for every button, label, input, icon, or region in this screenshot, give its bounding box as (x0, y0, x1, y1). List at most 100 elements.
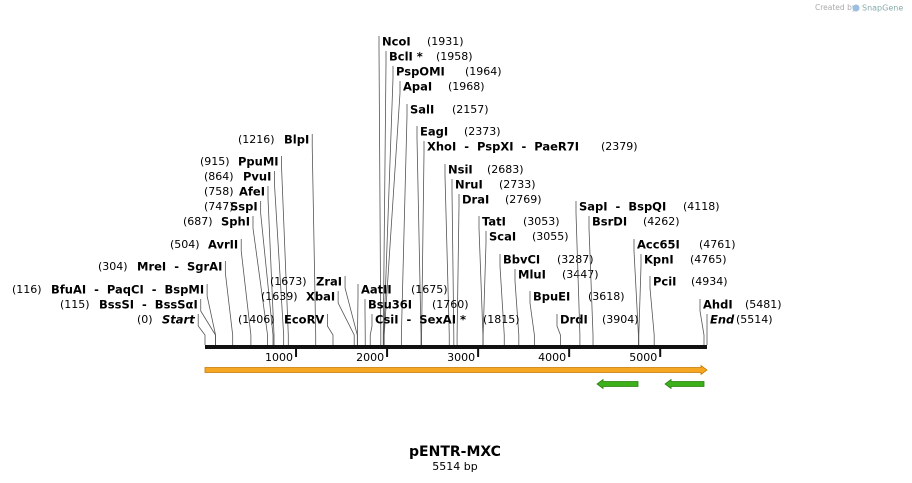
site-position: (2733) (499, 178, 536, 191)
site-position: (1815) (483, 313, 520, 326)
site-leader (556, 314, 561, 345)
site-leader (499, 254, 505, 345)
site-leader (267, 186, 275, 345)
site-leader (638, 254, 642, 345)
ruler-tick-label: 5000 (629, 351, 657, 364)
site-name: NruI (455, 178, 483, 192)
site-leader (357, 284, 359, 345)
site-name: AfeI (239, 185, 265, 199)
site-name: BclI * (389, 50, 423, 64)
site-leader (281, 156, 289, 345)
site-leader (482, 231, 487, 345)
site-position: (2373) (464, 125, 501, 138)
site-position: (0) (137, 313, 153, 326)
site-position: (3618) (588, 290, 625, 303)
site-position: (4934) (691, 275, 728, 288)
site-leader (337, 291, 355, 345)
site-position: (4118) (683, 200, 720, 213)
site-name: PvuI (243, 170, 271, 184)
credit-brand: SnapGene (862, 4, 903, 13)
site-position: (2157) (452, 103, 489, 116)
site-leader (514, 269, 520, 345)
site-position: (864) (204, 170, 234, 183)
site-leader (382, 51, 387, 345)
site-name: BssSI - BssSαI (99, 298, 198, 312)
site-leader (456, 194, 460, 345)
site-name: AvrII (208, 238, 238, 252)
site-name: BbvCI (503, 253, 540, 267)
site-name: TatI (482, 215, 506, 229)
site-position: (2683) (487, 163, 524, 176)
site-position: (2379) (601, 140, 638, 153)
site-position: (1675) (411, 283, 448, 296)
site-name: Start (162, 313, 195, 327)
site-name: NsiI (448, 163, 473, 177)
site-name: End (710, 313, 735, 327)
site-leader (529, 291, 535, 345)
site-position: (1964) (465, 65, 502, 78)
site-name: KpnI (644, 253, 674, 267)
ruler-tick-label: 3000 (447, 351, 475, 364)
site-position: (4262) (643, 215, 680, 228)
site-name: EagI (420, 125, 448, 139)
site-position: (504) (170, 238, 200, 251)
site-name: SalI (410, 103, 434, 117)
site-name: BpuEI (533, 290, 570, 304)
site-name: MluI (518, 268, 546, 282)
site-name: AatII (361, 283, 392, 297)
site-leader (344, 276, 358, 345)
site-leader (273, 171, 285, 345)
feature-arrow (204, 364, 708, 376)
site-leader (206, 284, 216, 345)
site-position: (3055) (532, 230, 569, 243)
ruler-bar (205, 345, 707, 349)
ruler-tick-label: 1000 (265, 351, 293, 364)
map-title: pENTR-MXC (409, 444, 501, 460)
site-position: (115) (60, 298, 90, 311)
site-name: XbaI (306, 290, 335, 304)
site-position: (1931) (427, 35, 464, 48)
site-name: EcoRV (284, 313, 324, 327)
site-leader (588, 216, 594, 345)
site-leader (224, 261, 234, 345)
ruler-tick-label: 2000 (356, 351, 384, 364)
site-name: PpuMI (238, 155, 279, 169)
site-position: (758) (204, 185, 234, 198)
site-leader (369, 314, 373, 345)
site-position: (4761) (699, 238, 736, 251)
site-leader (633, 239, 639, 345)
site-leader (649, 276, 655, 345)
site-name: SspI (230, 200, 258, 214)
site-name: DraI (462, 193, 489, 207)
site-leader (383, 81, 401, 345)
site-name: ApaI (403, 80, 432, 94)
site-leader (240, 239, 252, 345)
site-position: (2769) (505, 193, 542, 206)
site-leader (444, 164, 450, 345)
credit-prefix: Created by (815, 3, 857, 12)
site-name: DrdI (560, 313, 588, 327)
site-position: (5514) (736, 313, 773, 326)
site-name: BfuAI - PaqCI - BspMI (51, 283, 204, 297)
site-name: ScaI (489, 230, 516, 244)
site-position: (687) (183, 215, 213, 228)
site-name: BsrDI (592, 215, 627, 229)
site-name: ZraI (316, 275, 342, 289)
map-length: 5514 bp (432, 460, 477, 473)
site-position: (915) (200, 155, 230, 168)
site-name: Bsu36I (368, 298, 412, 312)
site-position: (1406) (238, 313, 275, 326)
feature-arrow (596, 378, 639, 390)
site-leader (575, 201, 581, 345)
site-leader (197, 314, 206, 345)
site-name: NcoI (382, 35, 411, 49)
site-leader (421, 141, 425, 345)
site-name: Acc65I (637, 238, 680, 252)
site-name: PciI (653, 275, 676, 289)
site-position: (747) (204, 200, 234, 213)
site-position: (1968) (448, 80, 485, 93)
feature-arrow (664, 378, 705, 390)
site-position: (3904) (602, 313, 639, 326)
ruler-tick-label: 4000 (538, 351, 566, 364)
